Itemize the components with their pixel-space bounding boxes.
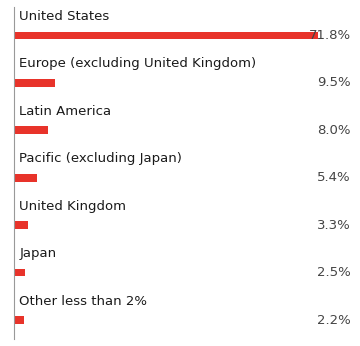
Text: 8.0%: 8.0%	[317, 124, 351, 137]
Text: Europe (excluding United Kingdom): Europe (excluding United Kingdom)	[19, 57, 257, 70]
Text: United Kingdom: United Kingdom	[19, 200, 126, 213]
Text: Pacific (excluding Japan): Pacific (excluding Japan)	[19, 152, 183, 165]
Text: United States: United States	[19, 10, 110, 23]
Bar	[14, 269, 25, 276]
Text: 3.3%: 3.3%	[317, 219, 351, 232]
Text: Other less than 2%: Other less than 2%	[19, 294, 148, 308]
Bar	[14, 316, 24, 324]
Text: 71.8%: 71.8%	[309, 29, 351, 42]
Text: 9.5%: 9.5%	[317, 76, 351, 89]
Bar	[14, 127, 48, 134]
Bar	[14, 174, 37, 182]
Text: 2.5%: 2.5%	[317, 266, 351, 279]
Bar	[14, 221, 28, 229]
Text: Latin America: Latin America	[19, 105, 112, 118]
Text: Japan: Japan	[19, 247, 57, 260]
Bar	[14, 79, 55, 86]
Text: 5.4%: 5.4%	[317, 171, 351, 184]
Bar	[14, 31, 318, 39]
Text: 2.2%: 2.2%	[317, 313, 351, 327]
